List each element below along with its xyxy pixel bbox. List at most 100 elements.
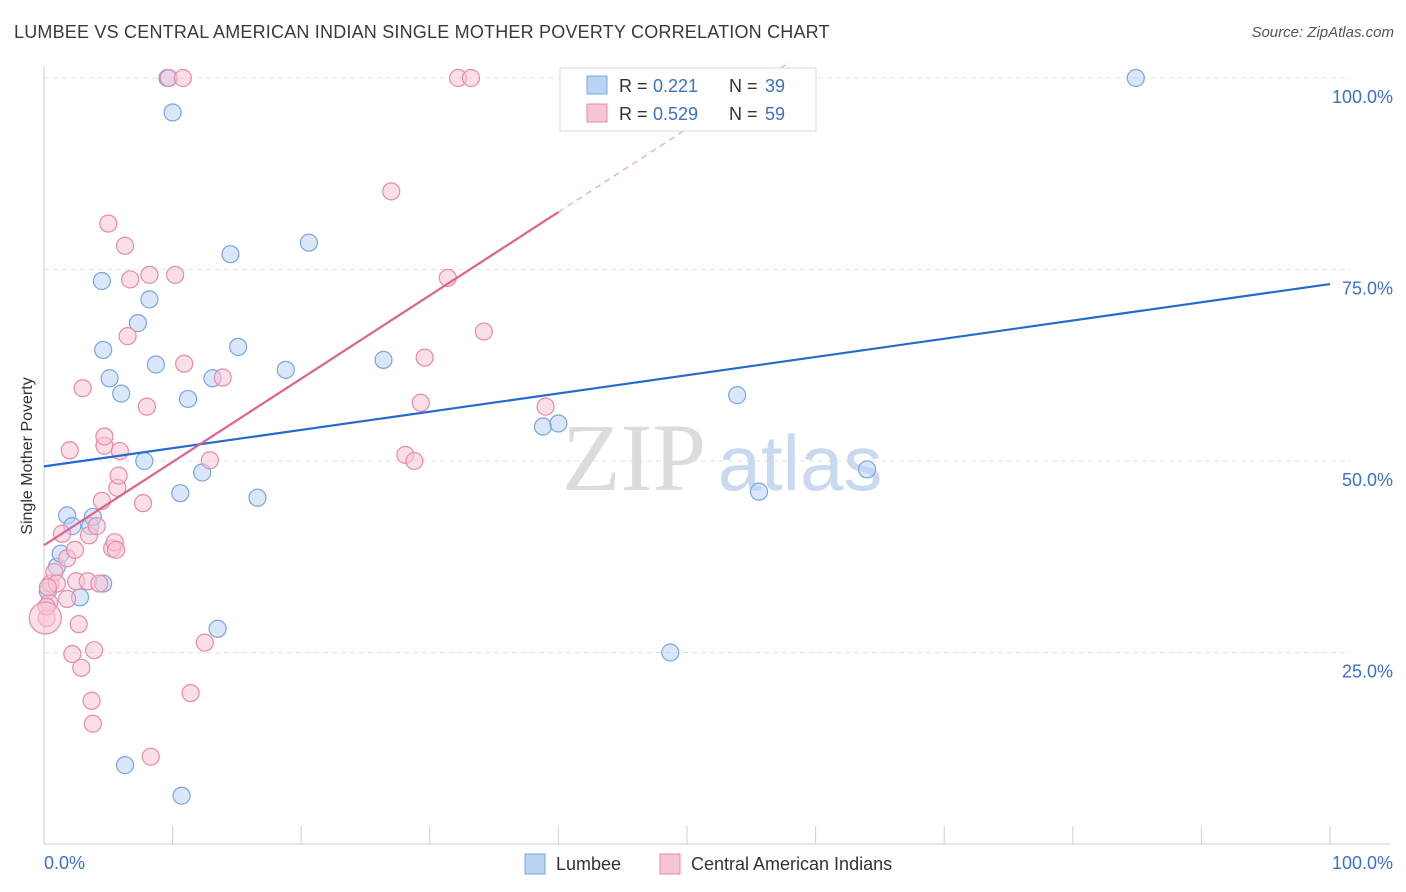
lumbee-point: [299, 233, 319, 252]
legend-n-value: 39: [765, 76, 785, 96]
lumbee-point: [1126, 68, 1145, 88]
series-swatch-lumbee: [524, 853, 546, 875]
lumbee-point: [172, 786, 191, 805]
lumbee-point: [728, 386, 747, 405]
cai-point: [121, 270, 140, 289]
lumbee-point: [248, 488, 267, 507]
cai-point: [474, 322, 493, 341]
cai-point: [405, 451, 424, 471]
cai-point-cluster: [28, 601, 62, 635]
y-tick-label: 100.0%: [1332, 87, 1393, 107]
legend-swatch-lumbee: [586, 75, 608, 95]
series-label-lumbee: Lumbee: [556, 854, 621, 874]
chart-title: LUMBEE VS CENTRAL AMERICAN INDIAN SINGLE…: [14, 22, 830, 42]
x-tick-label: 100.0%: [1332, 853, 1393, 873]
y-tick-label: 75.0%: [1342, 279, 1393, 299]
cai-point: [175, 354, 194, 373]
central-american-indian-points: [28, 68, 555, 766]
lumbee-points: [38, 68, 1145, 805]
legend-r-label: R =: [619, 76, 648, 96]
cai-point: [90, 574, 109, 593]
lumbee-point: [100, 369, 119, 388]
legend-n-label: N =: [729, 76, 758, 96]
cai-point: [140, 265, 159, 284]
cai-point: [133, 494, 153, 513]
cai-point: [166, 265, 185, 284]
lumbee-point: [749, 482, 769, 501]
cai-point: [200, 451, 219, 470]
tick-labels: 25.0% 50.0% 75.0% 100.0% 0.0% 100.0%: [44, 87, 1393, 873]
legend-r-label: R =: [619, 104, 648, 124]
cai-point: [85, 641, 104, 660]
lumbee-point: [171, 484, 190, 503]
cai-point: [83, 714, 102, 733]
lumbee-point: [94, 340, 113, 360]
cai-point: [82, 691, 101, 710]
cai-point: [65, 540, 84, 559]
cai-point: [95, 427, 114, 446]
cai-point: [137, 397, 156, 416]
cai-point: [141, 747, 160, 766]
cai-trend-line: [43, 211, 559, 547]
cai-point: [72, 658, 91, 677]
axes: [43, 66, 1390, 845]
cai-point: [195, 633, 214, 652]
y-tick-label: 50.0%: [1342, 470, 1393, 490]
lumbee-point: [112, 384, 131, 403]
lumbee-point: [140, 290, 159, 309]
cai-point: [411, 393, 430, 412]
cai-point: [69, 615, 88, 634]
x-tick-label: 0.0%: [44, 853, 85, 873]
cai-point: [109, 466, 128, 485]
lumbee-point: [163, 103, 182, 122]
cai-trend-extension: [558, 61, 791, 213]
lumbee-point: [229, 337, 248, 356]
y-tick-label: 25.0%: [1342, 662, 1393, 682]
cai-point: [173, 68, 192, 88]
cai-point: [60, 441, 79, 460]
lumbee-point: [115, 756, 135, 775]
cai-point: [118, 327, 137, 346]
lumbee-point: [549, 414, 568, 433]
cai-point: [38, 578, 57, 597]
trend-lines: [43, 61, 1331, 547]
watermark-zip: ZIP: [562, 404, 706, 511]
series-label-cai: Central American Indians: [691, 854, 892, 874]
lumbee-point: [128, 314, 147, 333]
cai-point: [87, 517, 106, 536]
lumbee-point: [135, 451, 154, 471]
series-legend: Lumbee Central American Indians: [524, 853, 892, 875]
source-label: Source: ZipAtlas.com: [1251, 24, 1394, 41]
cai-point: [415, 348, 434, 367]
lumbee-point: [146, 355, 165, 374]
lumbee-point: [178, 389, 198, 409]
correlation-legend: R = 0.221 N = 39 R = 0.529 N = 59: [559, 67, 817, 132]
lumbee-trend-line: [43, 282, 1331, 468]
legend-r-value: 0.221: [653, 76, 698, 96]
lumbee-point: [221, 245, 240, 264]
lumbee-point: [92, 271, 111, 291]
legend-swatch-cai: [586, 103, 608, 123]
gridlines: [44, 77, 1350, 653]
lumbee-point: [857, 460, 877, 479]
cai-point: [106, 540, 126, 559]
lumbee-point: [661, 643, 680, 662]
cai-point: [181, 683, 200, 703]
legend-n-label: N =: [729, 104, 758, 124]
cai-point: [115, 236, 135, 255]
lumbee-point: [276, 360, 295, 379]
cai-point: [58, 589, 77, 608]
cai-point: [461, 68, 481, 88]
cai-point: [536, 397, 555, 416]
legend-n-value: 59: [765, 104, 785, 124]
cai-point: [73, 379, 92, 398]
legend-r-value: 0.529: [653, 104, 698, 124]
cai-point: [213, 368, 232, 387]
lumbee-point: [208, 619, 227, 638]
lumbee-point: [533, 417, 553, 436]
series-swatch-cai: [659, 853, 681, 875]
cai-point: [382, 182, 401, 201]
watermark-atlas: atlas: [718, 419, 883, 507]
cai-point: [63, 644, 82, 664]
